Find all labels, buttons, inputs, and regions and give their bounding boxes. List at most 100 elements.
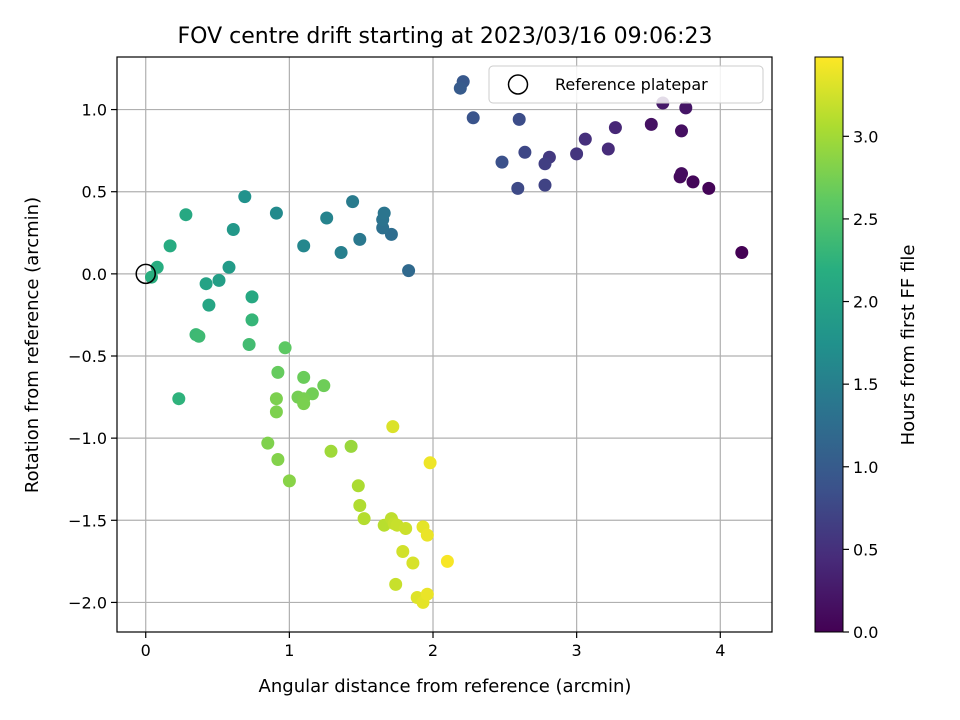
data-point <box>199 277 213 291</box>
colorbar <box>814 56 844 633</box>
data-point <box>679 101 693 115</box>
data-point <box>282 474 296 488</box>
y-tick-label: −2.0 <box>68 593 107 612</box>
data-point <box>344 439 358 453</box>
x-tick-label: 2 <box>428 641 438 660</box>
y-tick-label: 0.0 <box>82 265 107 284</box>
data-point <box>518 145 532 159</box>
data-point <box>202 298 216 312</box>
data-point <box>212 273 226 287</box>
data-point <box>538 157 552 171</box>
y-tick-label: 1.0 <box>82 101 107 120</box>
data-point <box>495 155 509 169</box>
legend-label: Reference platepar <box>555 75 708 94</box>
data-point <box>420 587 434 601</box>
data-point <box>261 436 275 450</box>
data-point <box>163 239 177 253</box>
legend-box <box>488 65 764 104</box>
plot-frame <box>116 56 773 633</box>
data-point <box>377 206 391 220</box>
reference-point-icon <box>135 263 156 285</box>
chart-title: FOV centre drift starting at 2023/03/16 … <box>178 24 713 49</box>
data-point <box>179 208 193 222</box>
data-point <box>675 124 688 138</box>
data-point <box>269 405 283 419</box>
data-point <box>644 117 658 131</box>
data-point <box>399 522 413 535</box>
y-tick-label: −0.5 <box>68 347 107 366</box>
data-point <box>297 370 311 384</box>
grid-lines <box>117 57 772 632</box>
data-point <box>578 132 592 146</box>
legend: Reference platepar <box>488 65 764 104</box>
y-axis-ticks: −2.0 −1.5 −1.0 −0.5 0.0 0.5 1.0 <box>68 101 117 612</box>
data-point <box>440 554 454 568</box>
x-tick-label: 3 <box>572 641 582 660</box>
data-point <box>353 499 367 512</box>
data-point <box>297 239 311 253</box>
x-tick-label: 4 <box>715 641 725 660</box>
colorbar-label: Hours from first FF file <box>898 245 919 446</box>
data-point <box>351 479 365 493</box>
data-point <box>222 260 236 274</box>
data-point <box>702 181 716 195</box>
data-point <box>353 232 367 246</box>
data-point <box>242 338 256 351</box>
colorbar-tick-label: 2.5 <box>853 210 878 229</box>
data-point <box>226 223 240 236</box>
data-point <box>675 167 688 181</box>
x-axis-ticks: 0 1 2 3 4 <box>141 632 725 660</box>
data-point <box>172 392 186 406</box>
data-point <box>269 206 283 220</box>
data-point <box>402 264 416 278</box>
data-point <box>245 290 259 304</box>
data-point <box>297 397 311 411</box>
colorbar-tick-label: 2.0 <box>853 293 878 312</box>
data-point <box>271 453 285 466</box>
colorbar-tick-label: 0.5 <box>853 540 878 559</box>
data-point <box>466 111 480 125</box>
x-tick-label: 1 <box>284 641 294 660</box>
reference-marker <box>135 263 156 285</box>
data-points <box>145 75 749 609</box>
x-axis-label: Angular distance from reference (arcmin) <box>259 676 632 697</box>
data-point <box>386 420 400 434</box>
data-point <box>320 211 334 225</box>
data-point <box>570 147 584 161</box>
data-point <box>389 577 403 591</box>
y-tick-label: 0.5 <box>82 183 107 202</box>
colorbar-tick-label: 3.0 <box>853 127 878 146</box>
y-tick-label: −1.0 <box>68 429 107 448</box>
y-tick-label: −1.5 <box>68 511 107 530</box>
data-point <box>269 392 283 406</box>
colorbar-tick-label: 0.0 <box>853 623 878 642</box>
data-point <box>396 545 410 558</box>
data-point <box>346 195 360 209</box>
data-point <box>245 313 259 327</box>
data-point <box>601 142 615 156</box>
data-point <box>192 329 206 343</box>
colorbar-ticks: 0.0 0.5 1.0 1.5 2.0 2.5 3.0 <box>843 127 878 642</box>
x-tick-label: 0 <box>141 641 151 660</box>
data-point <box>423 456 437 470</box>
data-point <box>238 190 252 204</box>
data-point <box>608 121 622 135</box>
data-point <box>278 341 292 355</box>
data-point <box>317 379 331 393</box>
data-point <box>334 246 348 259</box>
data-point <box>512 112 526 126</box>
data-point <box>511 181 525 195</box>
data-point <box>271 365 285 379</box>
colorbar-tick-label: 1.5 <box>853 375 878 394</box>
data-point <box>453 81 467 95</box>
colorbar-tick-label: 1.0 <box>853 458 878 477</box>
data-point <box>686 175 700 189</box>
data-point <box>735 246 749 259</box>
data-point <box>406 556 420 570</box>
data-point <box>420 528 434 542</box>
data-point <box>357 512 371 526</box>
data-point <box>538 178 552 192</box>
data-point <box>324 444 338 458</box>
y-axis-label: Rotation from reference (arcmin) <box>22 197 43 493</box>
